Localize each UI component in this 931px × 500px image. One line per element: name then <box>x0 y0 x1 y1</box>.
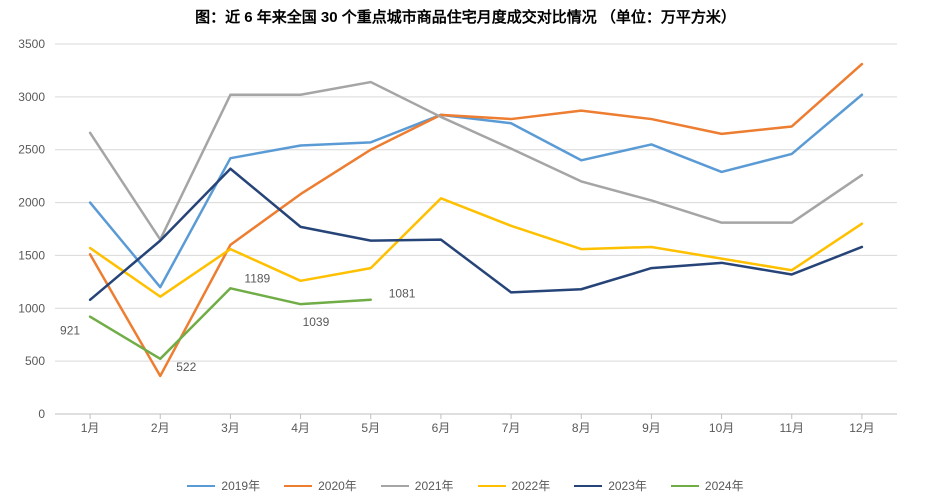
x-tick-label: 2月 <box>151 421 170 435</box>
x-tick-label: 5月 <box>361 421 380 435</box>
legend-swatch <box>284 485 312 487</box>
legend-swatch <box>187 485 215 487</box>
x-tick-label: 6月 <box>432 421 451 435</box>
legend-label: 2021年 <box>415 477 454 494</box>
line-chart: 图：近 6 年来全国 30 个重点城市商品住宅月度成交对比情况 （单位：万平方米… <box>0 0 931 500</box>
data-label: 522 <box>176 360 196 374</box>
legend-swatch <box>381 485 409 487</box>
x-tick-label: 12月 <box>849 421 874 435</box>
chart-legend: 2019年 2020年 2021年 2022年 2023年 2024年 <box>0 476 931 495</box>
x-tick-label: 1月 <box>81 421 100 435</box>
y-tick-label: 1500 <box>18 248 45 262</box>
series-2022 <box>90 198 862 296</box>
legend-swatch <box>671 485 699 487</box>
legend-item: 2022年 <box>478 477 551 494</box>
plot-area: 05001000150020002500300035001月2月3月4月5月6月… <box>55 40 905 440</box>
legend-item: 2023年 <box>574 477 647 494</box>
legend-swatch <box>574 485 602 487</box>
legend-swatch <box>478 485 506 487</box>
series-2019 <box>90 95 862 287</box>
legend-label: 2020年 <box>318 477 357 494</box>
legend-item: 2020年 <box>284 477 357 494</box>
legend-label: 2023年 <box>608 477 647 494</box>
legend-item: 2019年 <box>187 477 260 494</box>
legend-label: 2019年 <box>221 477 260 494</box>
legend-label: 2024年 <box>705 477 744 494</box>
data-label: 1189 <box>244 271 270 285</box>
legend-item: 2021年 <box>381 477 454 494</box>
y-tick-label: 3000 <box>18 90 45 104</box>
legend-label: 2022年 <box>512 477 551 494</box>
data-label: 1081 <box>389 287 416 301</box>
x-tick-label: 4月 <box>291 421 310 435</box>
x-tick-label: 8月 <box>572 421 591 435</box>
series-2023 <box>90 169 862 300</box>
x-tick-label: 10月 <box>709 421 734 435</box>
data-label: 921 <box>60 324 80 338</box>
y-tick-label: 2500 <box>18 143 45 157</box>
x-tick-label: 11月 <box>780 421 804 435</box>
x-tick-label: 7月 <box>502 421 521 435</box>
chart-svg: 05001000150020002500300035001月2月3月4月5月6月… <box>55 40 905 440</box>
y-tick-label: 1000 <box>18 301 45 315</box>
chart-title: 图：近 6 年来全国 30 个重点城市商品住宅月度成交对比情况 （单位：万平方米… <box>0 0 931 31</box>
y-tick-label: 2000 <box>18 196 45 210</box>
legend-item: 2024年 <box>671 477 744 494</box>
series-2020 <box>90 64 862 376</box>
series-2021 <box>90 82 862 240</box>
y-tick-label: 3500 <box>18 37 45 51</box>
data-label: 1039 <box>303 315 330 329</box>
y-tick-label: 500 <box>25 354 45 368</box>
x-tick-label: 3月 <box>221 421 240 435</box>
y-tick-label: 0 <box>38 407 45 421</box>
x-tick-label: 9月 <box>642 421 661 435</box>
